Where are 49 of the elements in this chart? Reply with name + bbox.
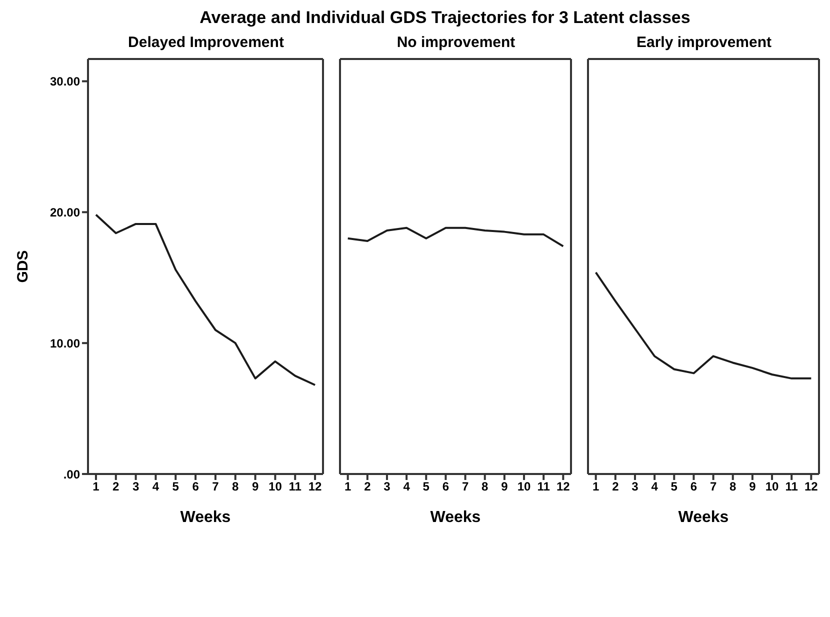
x-tick-label: 2 [612, 480, 620, 494]
y-axis-title: GDS [14, 250, 32, 283]
x-tick-label: 10 [517, 480, 532, 494]
x-axis-title: Weeks [430, 509, 481, 526]
x-tick-label: 5 [670, 480, 678, 494]
x-tick-label: 11 [785, 480, 798, 494]
line-series [94, 214, 316, 386]
x-tick-label: 3 [632, 480, 639, 494]
x-tick-label: 3 [384, 480, 391, 494]
y-tick-label: 10.00 [50, 336, 80, 350]
x-tick-label: 4 [651, 480, 658, 494]
y-tick-label: .00 [63, 467, 80, 482]
x-tick-label: 9 [749, 480, 756, 494]
x-tick-label: 8 [482, 480, 489, 494]
x-tick-label: 10 [268, 480, 282, 494]
x-tick-label: 11 [288, 480, 302, 494]
x-tick-label: 10 [765, 480, 780, 494]
x-tick-label: 5 [172, 480, 180, 494]
x-tick-label: 12 [308, 480, 322, 494]
x-tick-label: 8 [730, 480, 737, 494]
x-tick-label: 1 [592, 480, 600, 494]
x-tick-label: 6 [690, 480, 698, 494]
x-tick-label: 2 [364, 480, 372, 494]
x-tick-label: 2 [112, 480, 120, 494]
x-tick-label: 8 [232, 480, 240, 494]
x-axis-title: Weeks [678, 509, 729, 526]
x-tick-label: 7 [710, 480, 717, 494]
x-tick-label: 7 [462, 480, 469, 494]
x-tick-label: 11 [537, 480, 550, 494]
x-axis-title: Weeks [180, 509, 231, 526]
chart-subtitle: Delayed Improvement [127, 34, 285, 53]
x-tick-label: 4 [403, 480, 410, 494]
x-tick-label: 6 [442, 480, 450, 494]
y-tick-label: 30.00 [50, 74, 80, 89]
x-tick-label: 12 [804, 480, 818, 494]
x-tick-label: 4 [152, 480, 160, 494]
x-tick-label: 5 [422, 480, 430, 494]
x-tick-label: 7 [212, 480, 220, 494]
y-tick-label: 20.00 [50, 205, 80, 220]
chart-subtitle: Early improvement [635, 34, 773, 53]
x-tick-label: 9 [501, 480, 508, 494]
text: Average and Individual GDS Trajectories for 3 Latent classes [198, 8, 692, 29]
x-tick-label: 12 [556, 480, 570, 494]
chart-subtitle: No improvement [396, 34, 516, 53]
x-tick-label: 1 [92, 480, 100, 494]
x-tick-label: 6 [192, 480, 200, 494]
x-tick-label: 1 [344, 480, 352, 494]
x-tick-label: 9 [252, 480, 259, 494]
x-tick-label: 3 [132, 480, 140, 494]
